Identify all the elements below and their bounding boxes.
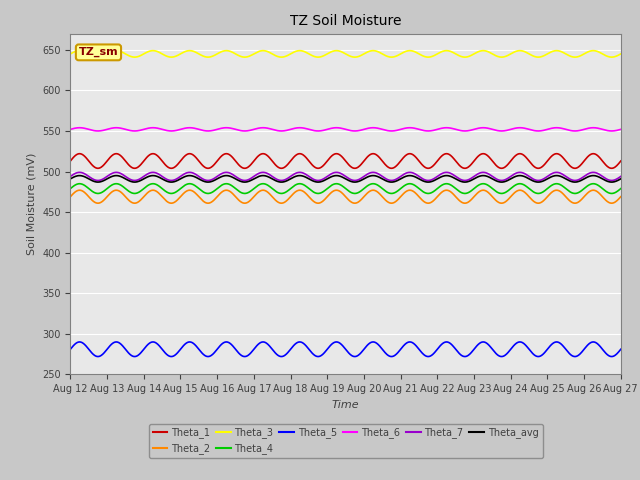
- Theta_4: [132, 191, 140, 196]
- Theta_2: [109, 188, 117, 194]
- Theta_1: [132, 165, 140, 171]
- Theta_5: [322, 348, 330, 354]
- Theta_1: [76, 151, 83, 156]
- Theta_6: [132, 128, 140, 134]
- Theta_7: [132, 178, 140, 183]
- Theta_3: [312, 54, 319, 60]
- Theta_3: [109, 48, 117, 54]
- Theta_3: [67, 51, 74, 57]
- Theta_1: [312, 165, 319, 170]
- Theta_6: [109, 125, 117, 131]
- Theta_avg: [76, 173, 83, 179]
- Line: Theta_4: Theta_4: [70, 184, 621, 193]
- Theta_6: [380, 127, 388, 132]
- Theta_6: [617, 126, 625, 132]
- Theta_4: [322, 187, 330, 193]
- Line: Theta_avg: Theta_avg: [70, 176, 621, 182]
- Theta_6: [67, 126, 74, 132]
- Theta_7: [380, 175, 388, 180]
- Theta_2: [67, 194, 74, 200]
- Theta_6: [608, 128, 616, 134]
- Theta_7: [617, 174, 625, 180]
- Theta_4: [608, 191, 616, 196]
- Theta_7: [76, 169, 83, 175]
- Theta_6: [322, 127, 330, 132]
- Theta_4: [300, 182, 308, 188]
- Theta_2: [322, 196, 330, 202]
- Theta_3: [608, 54, 616, 60]
- Title: TZ Soil Moisture: TZ Soil Moisture: [290, 14, 401, 28]
- Theta_4: [76, 181, 83, 187]
- Text: TZ_sm: TZ_sm: [79, 47, 118, 58]
- Theta_7: [322, 175, 330, 180]
- Theta_2: [312, 200, 319, 205]
- Line: Theta_1: Theta_1: [70, 154, 621, 168]
- Theta_avg: [608, 179, 616, 185]
- Theta_avg: [132, 179, 140, 185]
- Theta_5: [76, 339, 83, 345]
- Theta_2: [300, 189, 308, 195]
- Theta_1: [300, 153, 308, 159]
- Theta_3: [76, 48, 83, 54]
- Theta_avg: [300, 174, 308, 180]
- Theta_1: [322, 160, 330, 166]
- Line: Theta_6: Theta_6: [70, 128, 621, 131]
- Theta_1: [67, 158, 74, 164]
- Theta_4: [312, 190, 319, 196]
- Theta_7: [109, 170, 117, 176]
- Theta_3: [300, 48, 308, 54]
- Theta_avg: [312, 179, 319, 185]
- Theta_4: [67, 186, 74, 192]
- Line: Theta_2: Theta_2: [70, 190, 621, 203]
- Theta_2: [380, 196, 388, 202]
- Theta_1: [617, 158, 625, 164]
- Theta_7: [300, 171, 308, 177]
- Theta_7: [67, 174, 74, 180]
- Theta_1: [109, 152, 117, 157]
- Theta_5: [67, 347, 74, 352]
- Theta_5: [380, 348, 388, 354]
- Theta_5: [617, 347, 625, 352]
- Theta_avg: [617, 176, 625, 182]
- Theta_avg: [322, 177, 330, 182]
- Theta_6: [76, 125, 83, 131]
- Theta_5: [608, 354, 616, 360]
- Theta_4: [617, 186, 625, 192]
- Theta_4: [380, 187, 388, 193]
- Theta_3: [132, 54, 140, 60]
- Theta_2: [76, 187, 83, 193]
- Theta_6: [312, 128, 319, 134]
- Theta_avg: [67, 176, 74, 182]
- Theta_5: [132, 354, 140, 360]
- Theta_2: [617, 194, 625, 200]
- Theta_3: [617, 51, 625, 57]
- Theta_6: [300, 125, 308, 131]
- Theta_3: [380, 52, 388, 58]
- Theta_3: [322, 52, 330, 58]
- Y-axis label: Soil Moisture (mV): Soil Moisture (mV): [26, 153, 36, 255]
- Line: Theta_7: Theta_7: [70, 172, 621, 180]
- Line: Theta_5: Theta_5: [70, 342, 621, 357]
- Theta_1: [608, 166, 616, 171]
- Theta_5: [109, 340, 117, 346]
- Theta_7: [312, 177, 319, 183]
- Theta_5: [312, 353, 319, 359]
- Theta_2: [132, 200, 140, 206]
- X-axis label: Time: Time: [332, 400, 360, 409]
- Theta_1: [380, 160, 388, 166]
- Theta_avg: [380, 177, 388, 183]
- Theta_5: [300, 341, 308, 347]
- Legend: Theta_1, Theta_2, Theta_3, Theta_4, Theta_5, Theta_6, Theta_7, Theta_avg: Theta_1, Theta_2, Theta_3, Theta_4, Thet…: [148, 423, 543, 458]
- Theta_avg: [109, 173, 117, 179]
- Theta_7: [608, 178, 616, 183]
- Line: Theta_3: Theta_3: [70, 51, 621, 57]
- Theta_2: [608, 200, 616, 206]
- Theta_4: [109, 181, 117, 187]
